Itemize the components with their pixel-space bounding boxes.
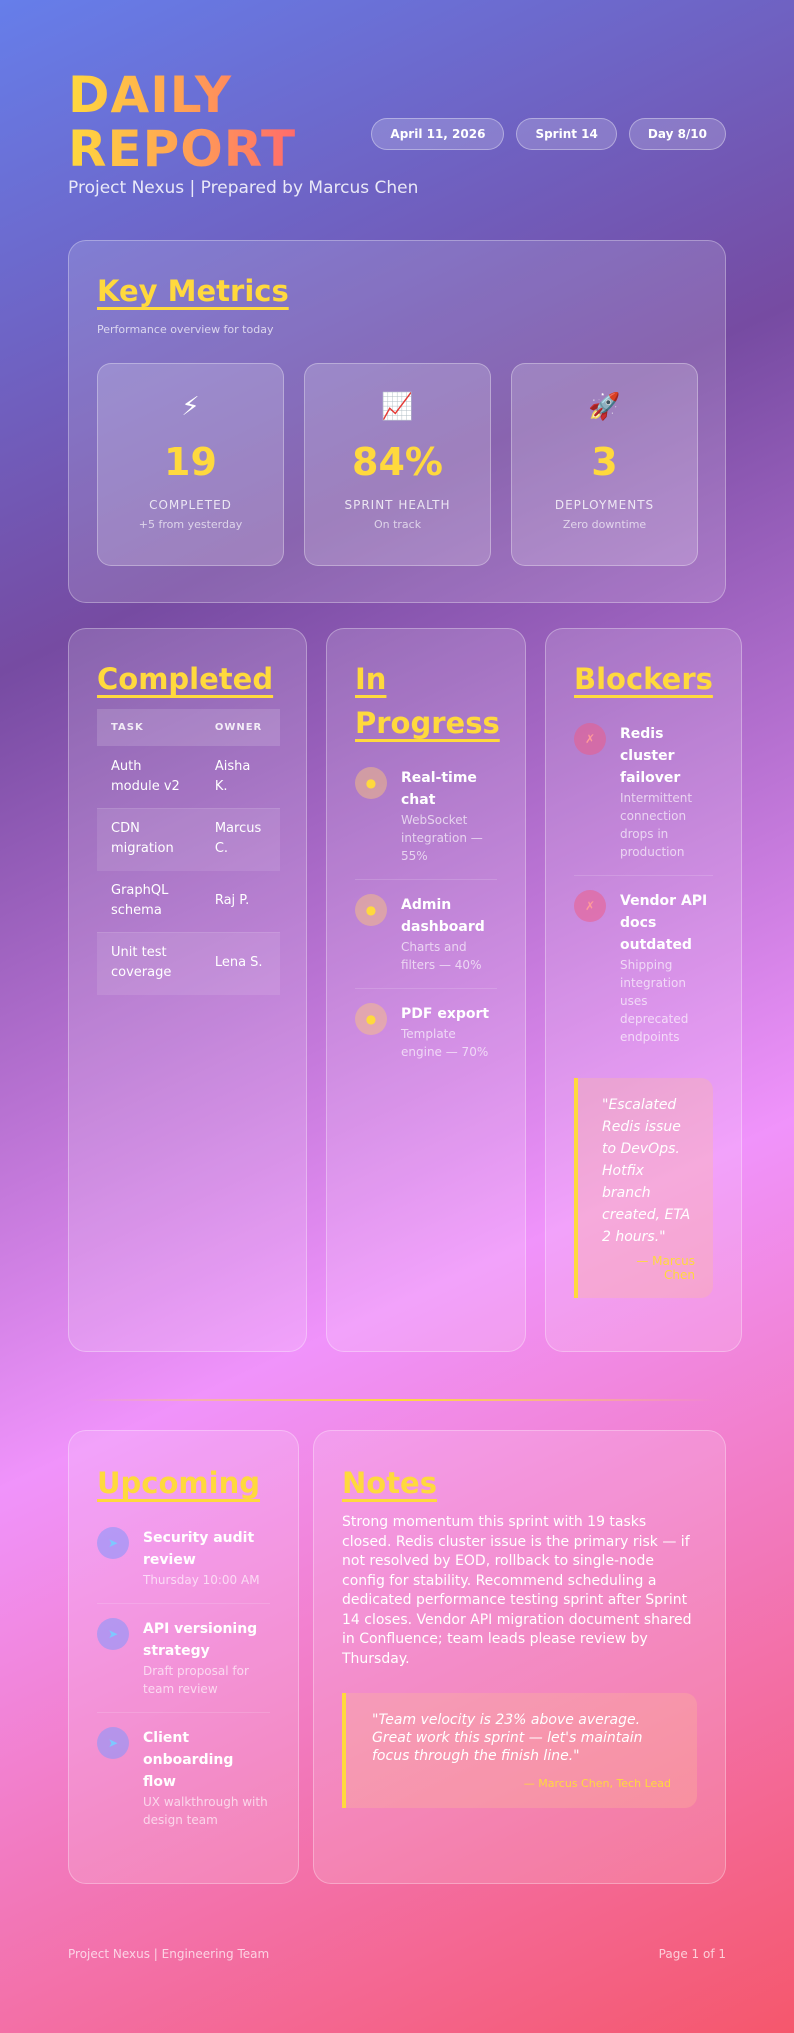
divider [80,1399,715,1401]
list-item: ➤ API versioning strategy Draft proposal f… [97,1604,270,1713]
arrow-icon: ➤ [97,1727,129,1759]
section-title: Key Metrics [97,274,289,308]
completed-card: Completed TASK OWNER Auth module v2 Aisha … [68,628,307,1352]
notes-card: Notes Strong momentum this sprint with 1… [313,1430,726,1884]
item-desc: UX walkthrough with design team [143,1795,268,1827]
list-item: ➤ Client onboarding flow UX walkthrough wi… [97,1713,270,1843]
metric-sprint-health: 📈 84% SPRINT HEALTH On track [304,363,491,566]
chart-increasing-icon: 📈 [381,392,414,422]
table-row: GraphQL schema Raj P. [97,870,280,933]
section-title: Notes [342,1466,437,1500]
in-progress-card: In Progress ● Real-time chat WebSocket int… [326,628,526,1352]
list-item: ✗ Redis cluster failover Intermittent conn… [574,709,713,876]
progress-dot-icon: ● [355,894,387,926]
metric-completed: ⚡ 19 COMPLETED +5 from yesterday [97,363,284,566]
task-cell: CDN migration [97,808,201,871]
section-title: In Progress [355,662,500,740]
list-item: ➤ Security audit review Thursday 10:00 AM [97,1513,270,1604]
upcoming-card: Upcoming ➤ Security audit review Thursday … [68,1430,299,1884]
notes-body: Strong momentum this sprint with 19 task… [342,1514,692,1667]
arrow-icon: ➤ [97,1527,129,1559]
item-desc: Shipping integration uses deprecated end… [620,958,689,1044]
list-item: ● Real-time chat WebSocket integration — 5… [355,753,497,880]
metric-note: +5 from yesterday [138,518,243,531]
completed-table: TASK OWNER Auth module v2 Aisha K. CDN mig… [97,709,280,995]
blockers-card: Blockers ✗ Redis cluster failover Intermit… [545,628,742,1352]
item-title: Real-time chat [401,770,477,808]
metric-note: Zero downtime [562,518,647,531]
metric-deployments: 🚀 3 DEPLOYMENTS Zero downtime [511,363,698,566]
owner-cell: Marcus C. [200,808,280,871]
footer-page: Page 1 of 1 [658,1947,726,1961]
report-title: DAILY REPORT [68,66,297,178]
column-header: OWNER [200,709,280,746]
metric-value: 84% [352,440,443,484]
blocker-quote: "Escalated Redis issue to DevOps. Hotfix… [574,1078,713,1298]
item-title: API versioning strategy [143,1621,258,1659]
report-subtitle: Project Nexus | Prepared by Marcus Chen [68,178,419,198]
item-title: Redis cluster failover [620,726,681,786]
metric-label: SPRINT HEALTH [344,498,451,512]
x-mark-icon: ✗ [574,890,606,922]
section-title: Upcoming [97,1466,260,1500]
owner-cell: Lena S. [200,932,280,995]
item-desc: Thursday 10:00 AM [143,1573,260,1587]
item-desc: Charts and filters — 40% [401,940,482,972]
lightning-icon: ⚡ [181,392,200,422]
table-row: CDN migration Marcus C. [97,808,280,871]
header-pills: April 11, 2026 Sprint 14 Day 8/10 [371,118,726,150]
date-pill: April 11, 2026 [371,118,505,150]
column-header: TASK [97,709,201,746]
section-subtitle: Performance overview for today [97,323,274,336]
owner-cell: Aisha K. [200,746,280,809]
metric-label: COMPLETED [149,498,232,512]
footer-left: Project Nexus | Engineering Team [68,1947,270,1961]
metric-note: On track [373,518,422,531]
progress-dot-icon: ● [355,767,387,799]
item-desc: Draft proposal for team review [143,1664,249,1696]
item-title: Vendor API docs outdated [620,893,708,953]
table-row: Auth module v2 Aisha K. [97,746,280,809]
list-item: ● Admin dashboard Charts and filters — 40% [355,880,497,989]
quote-author: — Marcus Chen, Tech Lead [523,1777,671,1790]
list-item: ● PDF export Template engine — 70% [355,989,497,1075]
owner-cell: Raj P. [200,870,280,933]
metric-label: DEPLOYMENTS [554,498,655,512]
quote-text: "Team velocity is 23% above average. Gre… [372,1712,643,1764]
section-title: Blockers [574,662,713,696]
sprint-pill: Sprint 14 [516,118,617,150]
table-row: Unit test coverage Lena S. [97,932,280,995]
item-title: Admin dashboard [401,897,485,935]
key-metrics-card: Key Metrics Performance overview for tod… [68,240,726,603]
section-title: Completed [97,662,274,696]
task-cell: GraphQL schema [97,870,201,933]
item-title: Security audit review [143,1530,255,1568]
task-cell: Auth module v2 [97,746,201,809]
quote-text: "Escalated Redis issue to DevOps. Hotfix… [602,1097,691,1245]
item-desc: Intermittent connection drops in product… [620,791,693,859]
rocket-icon: 🚀 [588,392,621,422]
task-cell: Unit test coverage [97,932,201,995]
item-desc: WebSocket integration — 55% [401,813,483,863]
day-pill: Day 8/10 [628,118,726,150]
metric-value: 19 [164,440,217,484]
item-title: PDF export [401,1006,490,1022]
notes-quote: "Team velocity is 23% above average. Gre… [342,1693,697,1808]
progress-dot-icon: ● [355,1003,387,1035]
metric-value: 3 [591,440,618,484]
x-mark-icon: ✗ [574,723,606,755]
arrow-icon: ➤ [97,1618,129,1650]
list-item: ✗ Vendor API docs outdated Shipping integr… [574,876,713,1060]
item-desc: Template engine — 70% [401,1027,489,1059]
quote-author: — Marcus Chen [636,1254,695,1282]
item-title: Client onboarding flow [143,1730,234,1790]
